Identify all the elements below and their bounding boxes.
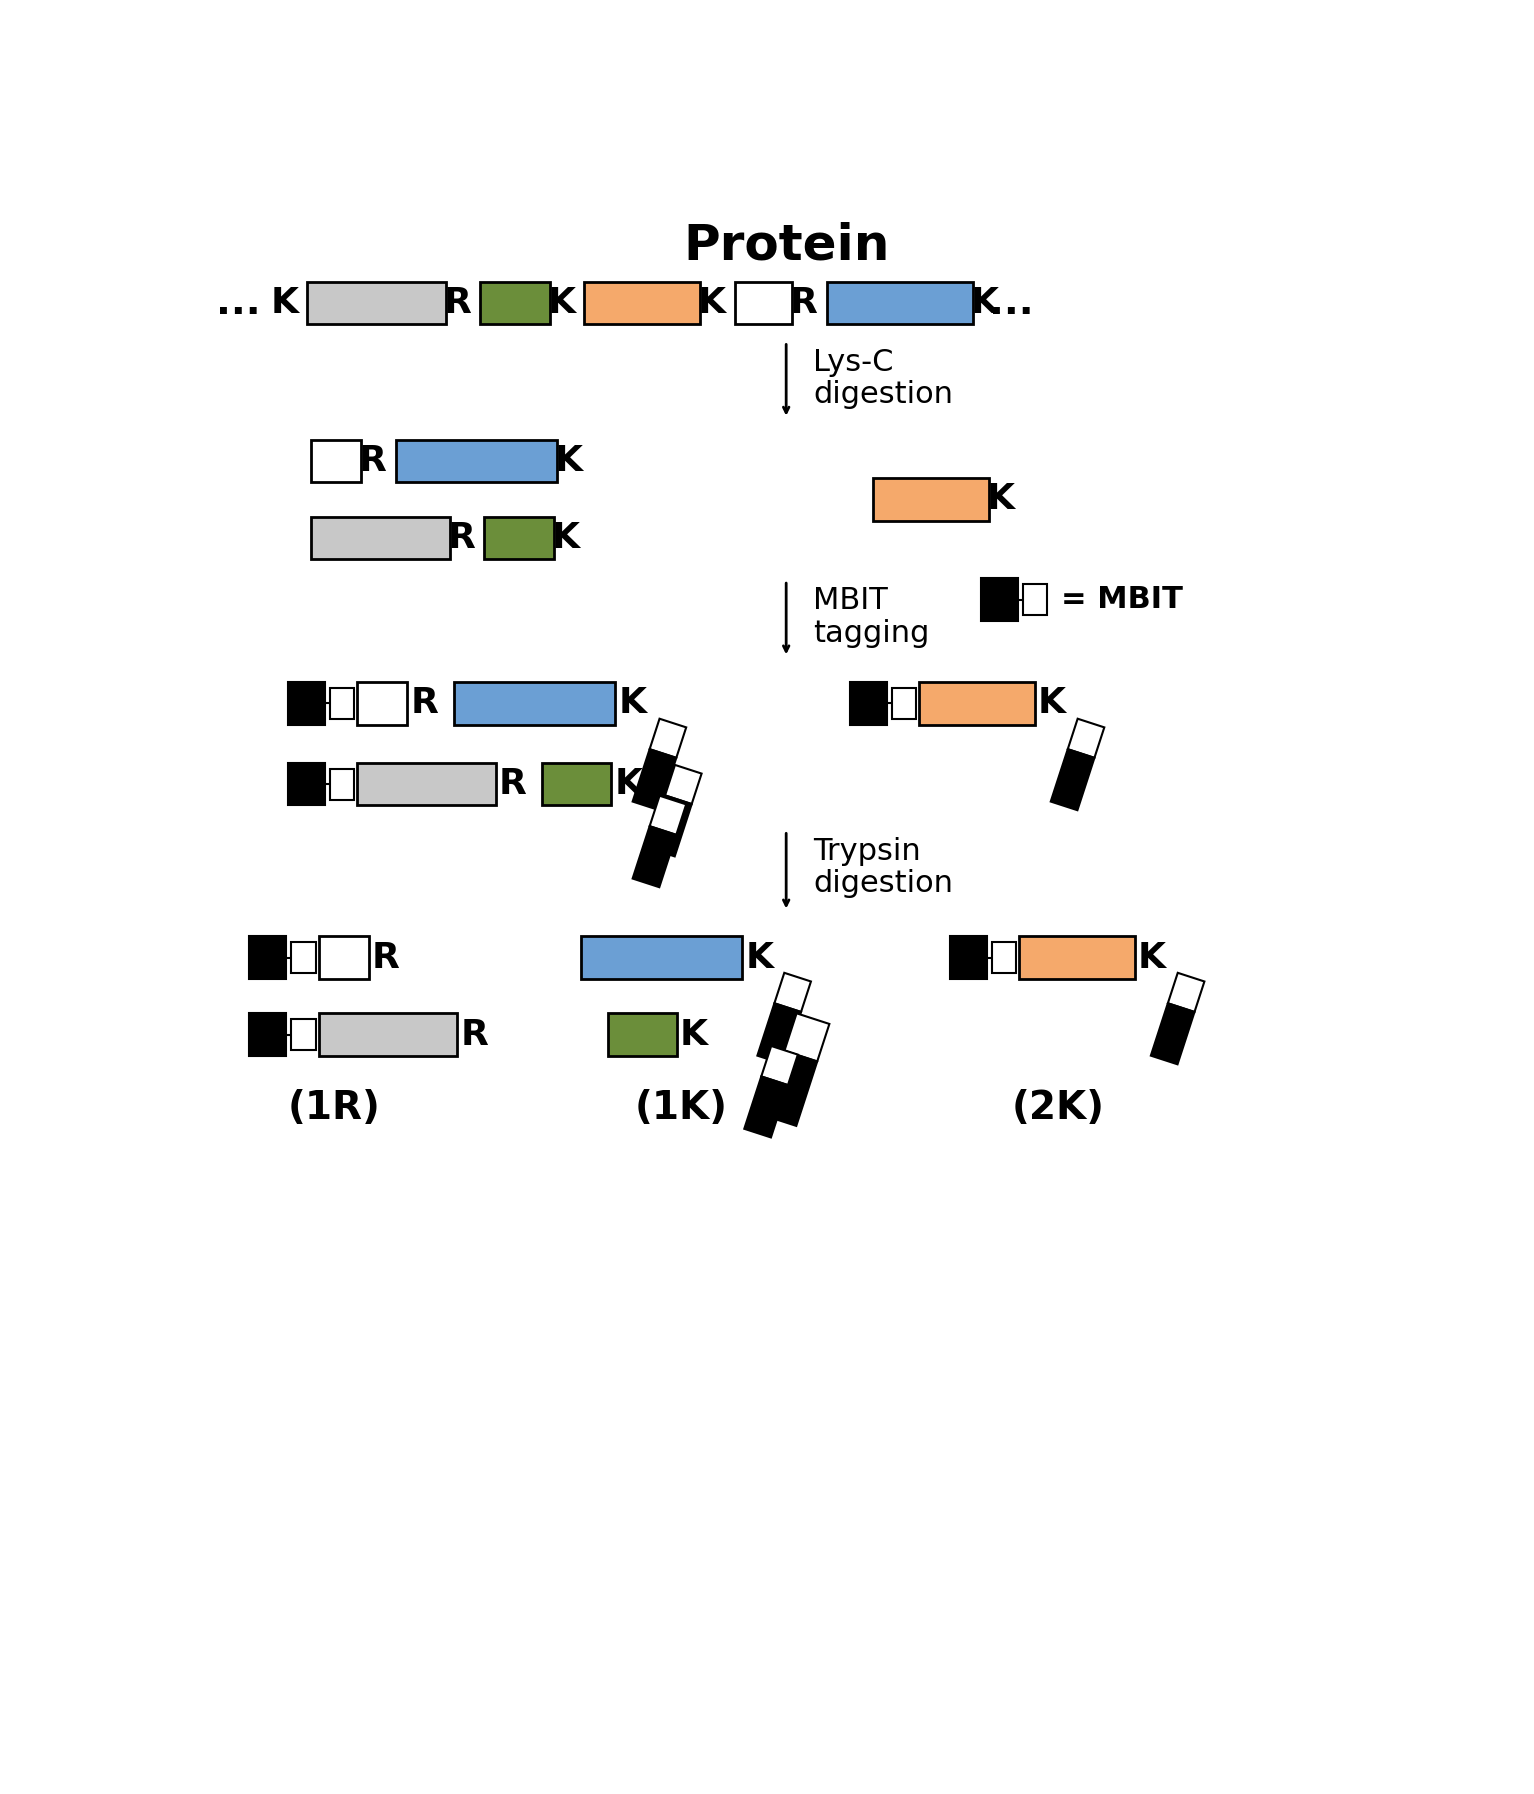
Bar — [330, 689, 354, 719]
Bar — [307, 282, 446, 325]
Bar — [649, 797, 686, 834]
Bar — [319, 1014, 457, 1055]
Bar — [357, 682, 408, 725]
Text: R: R — [448, 520, 476, 554]
Text: R: R — [359, 443, 387, 477]
Text: R: R — [460, 1017, 488, 1051]
Bar — [250, 1014, 287, 1055]
Text: K: K — [1138, 940, 1166, 974]
Text: R: R — [790, 285, 818, 319]
Text: (1R): (1R) — [288, 1089, 380, 1127]
Text: K: K — [614, 768, 643, 802]
Bar — [649, 719, 686, 757]
Text: MBIT: MBIT — [813, 587, 888, 615]
Bar — [288, 682, 325, 725]
Bar — [919, 682, 1035, 725]
Bar — [396, 440, 557, 483]
Bar — [288, 762, 325, 806]
Text: tagging: tagging — [813, 619, 930, 648]
Bar — [666, 764, 701, 804]
Text: R: R — [371, 940, 400, 974]
Bar — [761, 1046, 798, 1085]
Text: K: K — [698, 285, 726, 319]
Text: Lys-C: Lys-C — [813, 348, 894, 377]
Bar — [291, 1019, 316, 1049]
Text: R: R — [443, 285, 471, 319]
Bar — [1023, 585, 1048, 615]
Bar — [330, 770, 354, 800]
Text: K: K — [555, 443, 583, 477]
Bar — [1051, 750, 1094, 811]
Bar — [891, 689, 916, 719]
Bar — [758, 1003, 801, 1064]
Bar — [319, 936, 368, 980]
Bar — [992, 942, 1017, 972]
Bar — [980, 578, 1019, 621]
Bar — [873, 479, 989, 520]
Bar — [607, 1014, 676, 1055]
Bar — [1020, 936, 1135, 980]
Bar — [1167, 972, 1204, 1012]
Bar — [784, 1014, 830, 1062]
Bar — [632, 750, 676, 811]
Text: (1K): (1K) — [634, 1089, 727, 1127]
Text: R: R — [410, 687, 439, 721]
Bar — [1150, 1003, 1195, 1064]
Bar — [735, 282, 793, 325]
Text: digestion: digestion — [813, 380, 953, 409]
Bar — [542, 762, 612, 806]
Bar — [744, 1076, 788, 1137]
Bar — [480, 282, 549, 325]
Bar — [311, 517, 449, 560]
Text: ...: ... — [989, 283, 1034, 323]
Text: (2K): (2K) — [1011, 1089, 1104, 1127]
Bar — [580, 936, 742, 980]
Text: K: K — [548, 285, 575, 319]
Bar — [632, 827, 676, 888]
Text: Trypsin: Trypsin — [813, 836, 920, 867]
Bar — [454, 682, 615, 725]
Text: K: K — [551, 520, 580, 554]
Text: K: K — [270, 285, 298, 319]
Text: = MBIT: = MBIT — [1062, 585, 1183, 614]
Text: K: K — [1039, 687, 1066, 721]
Text: ...: ... — [216, 283, 261, 323]
Bar — [584, 282, 700, 325]
Bar — [311, 440, 360, 483]
Bar — [647, 795, 692, 856]
Bar — [764, 1051, 818, 1127]
Text: K: K — [986, 483, 1014, 517]
Bar — [850, 682, 887, 725]
Bar — [827, 282, 973, 325]
Text: K: K — [746, 940, 773, 974]
Bar — [291, 942, 316, 972]
Text: digestion: digestion — [813, 868, 953, 899]
Bar — [357, 762, 495, 806]
Text: K: K — [680, 1017, 707, 1051]
Bar — [485, 517, 554, 560]
Text: Protein: Protein — [683, 221, 890, 269]
Text: K: K — [971, 285, 999, 319]
Bar — [250, 936, 287, 980]
Bar — [775, 972, 811, 1012]
Bar — [950, 936, 988, 980]
Bar — [1068, 719, 1104, 757]
Text: K: K — [618, 687, 646, 721]
Text: R: R — [499, 768, 526, 802]
